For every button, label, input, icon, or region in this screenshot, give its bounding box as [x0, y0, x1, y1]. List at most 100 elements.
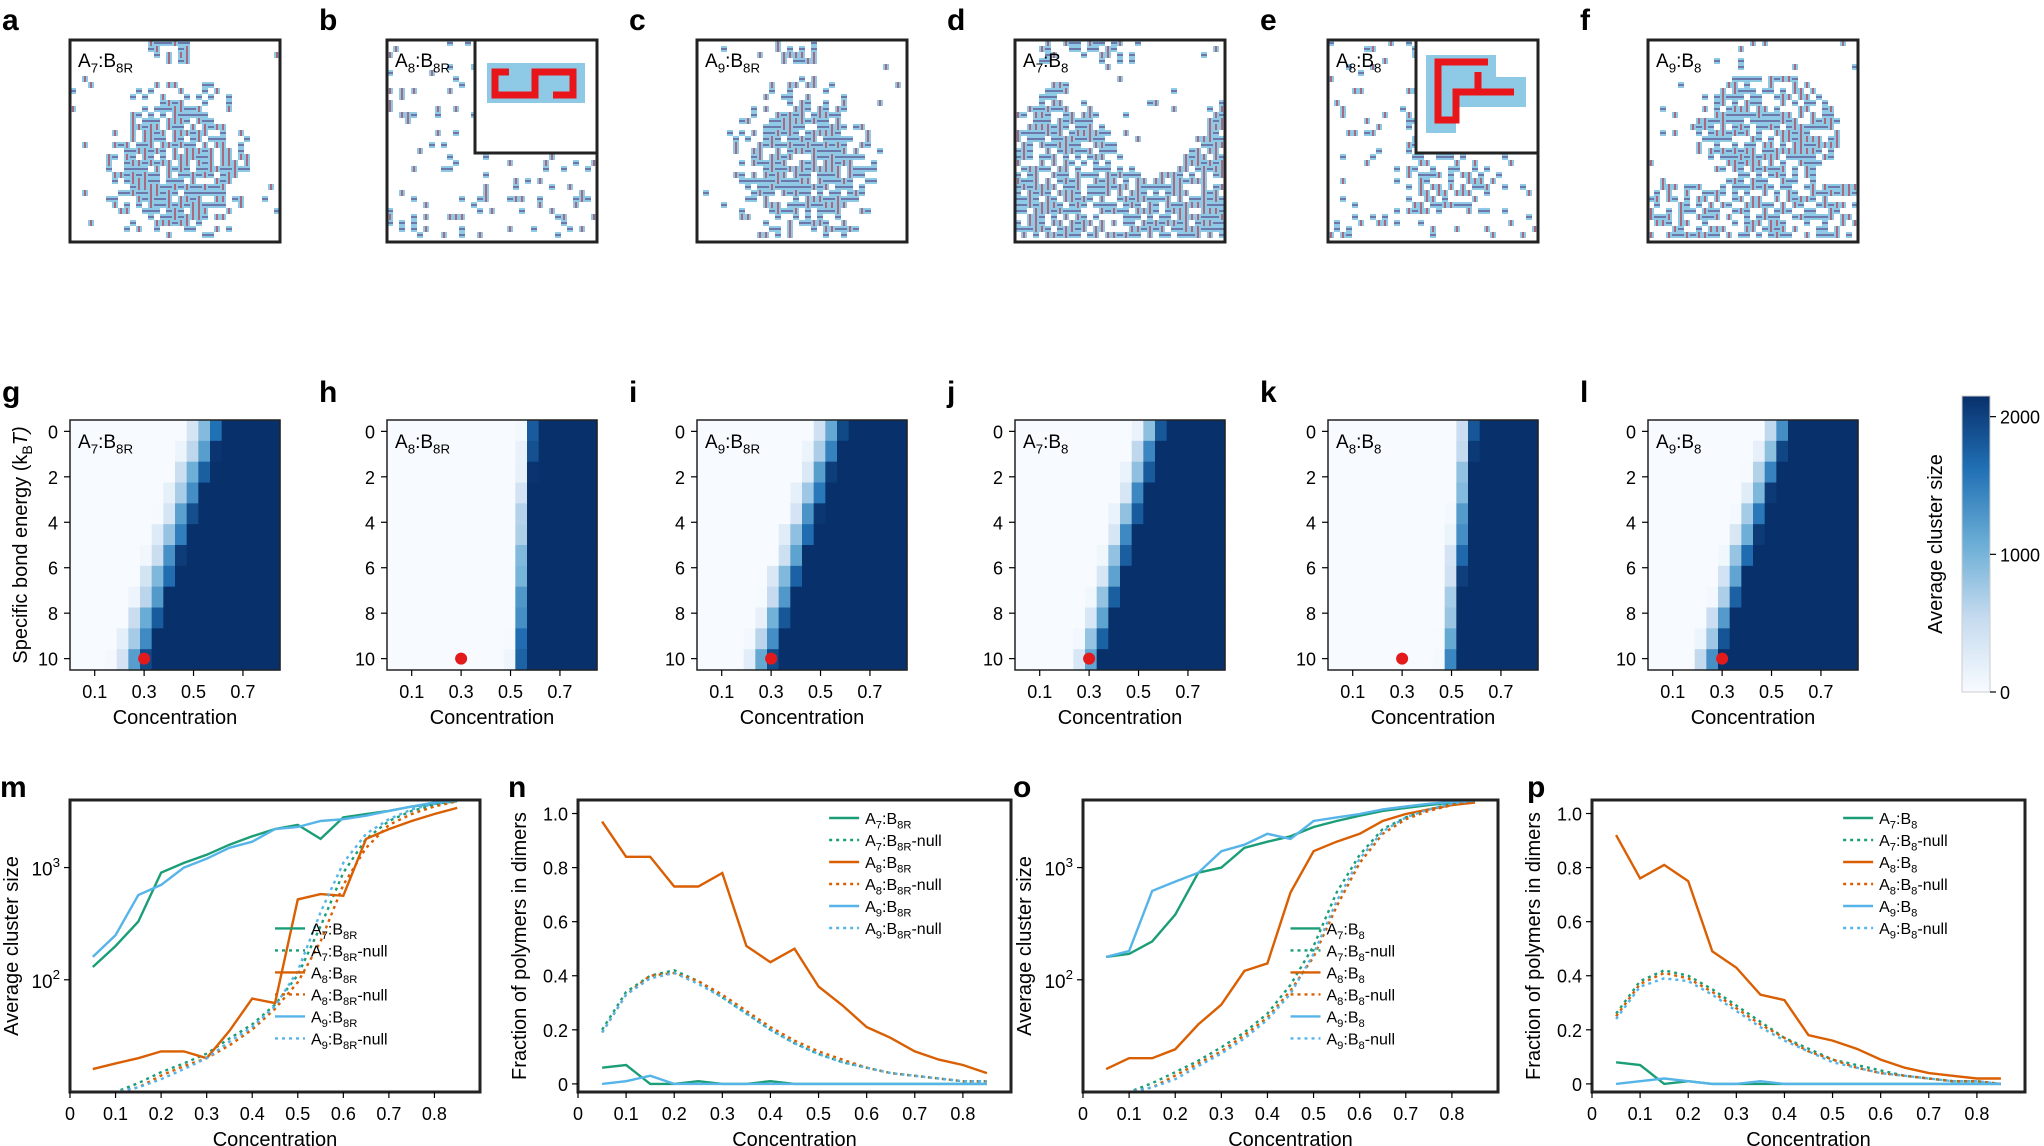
y-tick-label: 6: [675, 559, 685, 579]
heatmap-cell: [778, 545, 791, 567]
heatmap-cell: [457, 461, 470, 484]
heatmap-cell: [116, 420, 129, 442]
label-part: 8: [1061, 60, 1068, 75]
heatmap-cell: [848, 628, 861, 650]
x-tick-label: 0.1: [82, 682, 107, 702]
heatmap-cell: [825, 607, 838, 629]
heatmap-cell: [186, 565, 199, 588]
heatmap-cell: [1073, 503, 1086, 525]
heatmap-cell: [398, 565, 411, 588]
heatmap-cell: [1201, 440, 1214, 463]
heatmap-cell: [860, 420, 873, 442]
heatmap-cell: [445, 503, 458, 525]
heatmap-cell: [697, 503, 710, 525]
heatmap-cell: [175, 524, 188, 546]
heatmap-cell: [1073, 524, 1086, 546]
heatmap-cell: [1178, 524, 1191, 546]
heatmap-cell: [813, 545, 826, 567]
heatmap-cell: [457, 607, 470, 629]
heatmap-cell: [515, 524, 528, 546]
heatmap-cell: [860, 607, 873, 629]
heatmap-cell: [708, 565, 721, 588]
heatmap-cell: [837, 461, 850, 484]
heatmap-cell: [895, 607, 908, 629]
heatmap-cell: [198, 420, 211, 442]
heatmap-cell: [708, 628, 721, 650]
heatmap-cell: [743, 461, 756, 484]
lattice-panel-d: d A7:B8: [947, 4, 1227, 244]
heatmap-cell: [550, 524, 563, 546]
heatmap-cell: [387, 545, 400, 567]
heatmap-cell: [128, 545, 141, 567]
heatmap-cell: [480, 586, 493, 609]
heatmap-cell: [256, 524, 269, 546]
label-part: :B: [725, 432, 743, 453]
heatmap-cell: [1026, 503, 1039, 525]
heatmap-cell: [825, 649, 838, 671]
heatmap-cell: [755, 628, 768, 650]
heatmap-cell: [186, 607, 199, 629]
heatmap-cell: [387, 586, 400, 609]
heatmap-cell: [81, 586, 94, 609]
heatmap-cell: [825, 440, 838, 463]
heatmap-cell: [186, 482, 199, 504]
heatmap-cell: [422, 586, 435, 609]
heatmap-cell: [163, 586, 176, 609]
heatmap-cell: [550, 649, 563, 671]
heatmap-cell: [790, 628, 803, 650]
heatmap-cell: [128, 440, 141, 463]
heatmap-cell: [1108, 461, 1121, 484]
heatmap-cell: [573, 503, 586, 525]
heatmap-cell: [233, 545, 246, 567]
heatmap-cell: [573, 440, 586, 463]
heatmap-cell: [883, 607, 896, 629]
heatmap-cell: [1143, 524, 1156, 546]
heatmap-cell: [422, 628, 435, 650]
y-tick-label: 4: [675, 513, 685, 533]
heatmap-cell: [410, 649, 423, 671]
heatmap-cell: [116, 503, 129, 525]
heatmap-cell: [895, 461, 908, 484]
heatmap-cell: [221, 420, 234, 442]
label-part: 8: [408, 441, 415, 456]
heatmap-cell: [210, 649, 223, 671]
heatmap-cell: [883, 628, 896, 650]
heatmap-cell: [848, 420, 861, 442]
heatmap-cell: [813, 524, 826, 546]
heatmap-cell: [708, 420, 721, 442]
label-part: :B: [98, 51, 116, 72]
heatmap-cell: [457, 482, 470, 504]
heatmap-cell: [245, 461, 258, 484]
heatmap-frame: [696, 419, 908, 671]
heatmap-cell: [445, 607, 458, 629]
heatmap-cell: [527, 524, 540, 546]
heatmap-cell: [128, 461, 141, 484]
heatmap-cell: [883, 440, 896, 463]
heatmap-cell: [256, 607, 269, 629]
heatmap-cell: [872, 586, 885, 609]
y-tick-label: 10: [355, 650, 375, 670]
heatmap-cell: [116, 545, 129, 567]
heatmap-cell: [837, 503, 850, 525]
heatmap-cell: [538, 461, 551, 484]
heatmap-cell: [527, 628, 540, 650]
heatmap-cell: [256, 628, 269, 650]
heatmap-cell: [872, 628, 885, 650]
heatmap-cell: [433, 565, 446, 588]
heatmap-cell: [93, 565, 106, 588]
y-tick-label: 4: [365, 513, 375, 533]
heatmap-cell: [837, 482, 850, 504]
heatmap-cell: [492, 461, 505, 484]
heatmap-cell: [825, 565, 838, 588]
heatmap-cell: [410, 461, 423, 484]
heatmap-cell: [562, 524, 575, 546]
heatmap-cell: [387, 503, 400, 525]
heatmap-cell: [720, 440, 733, 463]
heatmap-cell: [1201, 503, 1214, 525]
heatmap-cell: [573, 649, 586, 671]
heatmap-cell: [1120, 461, 1133, 484]
heatmap-cell: [81, 461, 94, 484]
heatmap-panel-i: i A9:B8R 0 2 4 6 8 10 0.1 0.3 0.5 0.7 Concentration: [629, 376, 908, 729]
heatmap-cell: [163, 649, 176, 671]
lattice-label: A7:B8R: [78, 51, 133, 75]
